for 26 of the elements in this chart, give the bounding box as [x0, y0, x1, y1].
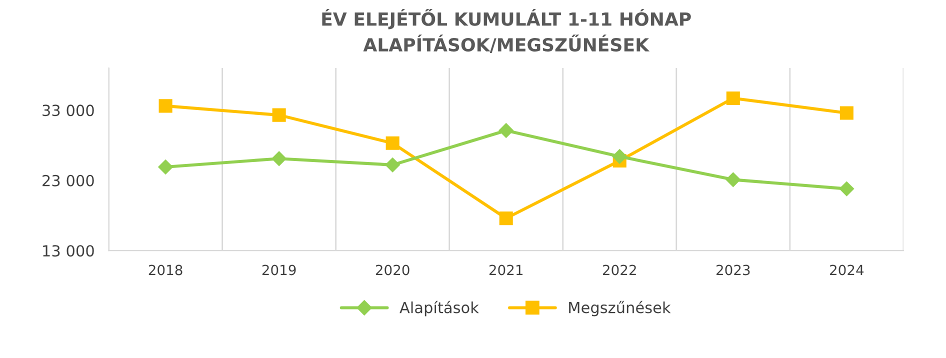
y-tick-label: 33 000 [42, 104, 94, 116]
point [498, 123, 514, 138]
y-tick-label: 23 000 [42, 174, 94, 186]
x-tick-label: 2021 [489, 264, 522, 276]
x-tick-label: 2023 [716, 264, 750, 276]
legend-label: Alapítások [400, 300, 479, 316]
point [272, 108, 286, 122]
x-tick-label: 2019 [262, 264, 296, 276]
point [726, 91, 740, 105]
point [158, 99, 172, 113]
legend-label: Megszűnések [569, 300, 671, 316]
point [840, 106, 854, 120]
x-tick-label: 2020 [376, 264, 410, 276]
y-tick-label: 13 000 [43, 245, 94, 257]
point [499, 212, 513, 226]
point [386, 136, 400, 150]
point [158, 160, 173, 174]
x-tick-label: 2018 [148, 264, 182, 276]
point [726, 172, 741, 188]
x-tick-label: 2024 [830, 264, 864, 276]
x-tick-label: 2022 [602, 264, 636, 276]
point [385, 158, 400, 172]
point [272, 151, 286, 166]
chart-title: ÉV ELEJÉTŐL KUMULÁLT 1-11 HÓNAP ALAPÍTÁSOK/MEGSZŰNÉSEK [322, 8, 691, 54]
point [839, 181, 854, 196]
point [612, 149, 628, 164]
